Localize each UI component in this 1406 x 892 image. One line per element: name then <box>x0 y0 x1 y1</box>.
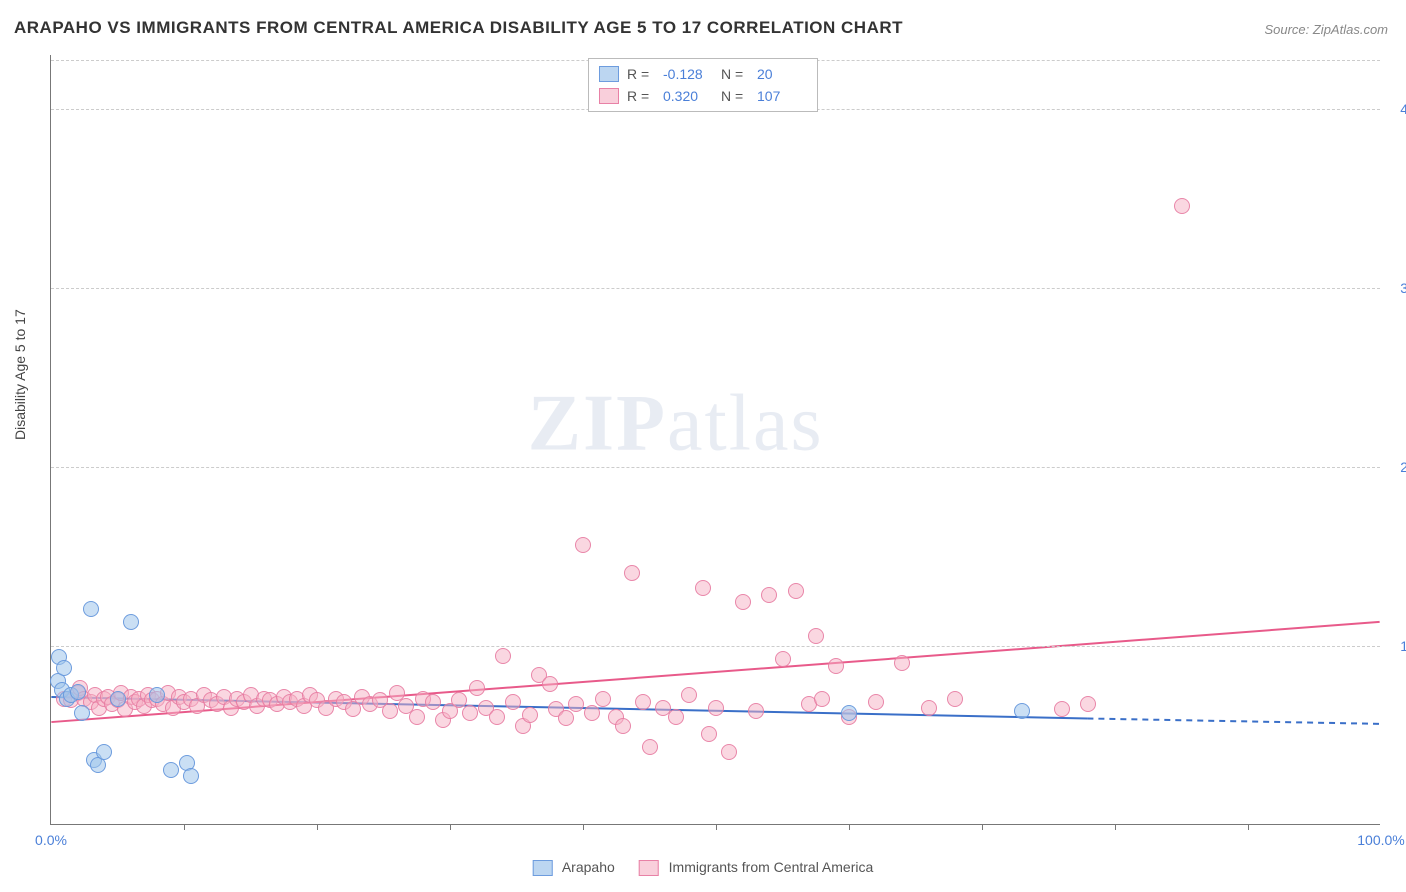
data-point-immigrants <box>425 694 441 710</box>
r-value-immigrants: 0.320 <box>663 88 713 104</box>
data-point-arapaho <box>149 687 165 703</box>
data-point-arapaho <box>110 691 126 707</box>
x-tick-mark <box>450 824 451 830</box>
data-point-immigrants <box>642 739 658 755</box>
x-tick-label: 100.0% <box>1357 832 1404 848</box>
data-point-arapaho <box>56 660 72 676</box>
chart-plot-area: ZIPatlas 10.0%20.0%30.0%40.0%0.0%100.0% <box>50 55 1380 825</box>
gridline <box>51 467 1380 468</box>
data-point-immigrants <box>635 694 651 710</box>
y-tick-label: 40.0% <box>1400 101 1406 117</box>
gridline <box>51 646 1380 647</box>
x-tick-mark <box>583 824 584 830</box>
data-point-arapaho <box>841 705 857 721</box>
y-tick-label: 20.0% <box>1400 459 1406 475</box>
data-point-immigrants <box>1054 701 1070 717</box>
watermark: ZIPatlas <box>528 379 824 470</box>
legend-item-immigrants: Immigrants from Central America <box>639 859 874 876</box>
data-point-arapaho <box>183 768 199 784</box>
data-point-immigrants <box>584 705 600 721</box>
legend-swatch-arapaho <box>533 860 553 876</box>
y-tick-label: 10.0% <box>1400 638 1406 654</box>
data-point-immigrants <box>681 687 697 703</box>
data-point-immigrants <box>701 726 717 742</box>
data-point-arapaho <box>163 762 179 778</box>
data-point-immigrants <box>921 700 937 716</box>
data-point-arapaho <box>70 684 86 700</box>
x-tick-mark <box>317 824 318 830</box>
data-point-immigrants <box>947 691 963 707</box>
data-point-arapaho <box>1014 703 1030 719</box>
legend-swatch-immigrants <box>599 88 619 104</box>
data-point-immigrants <box>409 709 425 725</box>
data-point-immigrants <box>489 709 505 725</box>
data-point-immigrants <box>469 680 485 696</box>
data-point-immigrants <box>828 658 844 674</box>
x-tick-mark <box>184 824 185 830</box>
n-label: N = <box>721 88 749 104</box>
data-point-arapaho <box>74 705 90 721</box>
chart-title: ARAPAHO VS IMMIGRANTS FROM CENTRAL AMERI… <box>14 18 903 38</box>
data-point-immigrants <box>868 694 884 710</box>
data-point-immigrants <box>788 583 804 599</box>
data-point-immigrants <box>708 700 724 716</box>
data-point-immigrants <box>575 537 591 553</box>
legend-label-immigrants: Immigrants from Central America <box>669 859 874 875</box>
legend-swatch-arapaho <box>599 66 619 82</box>
n-value-arapaho: 20 <box>757 66 807 82</box>
legend-swatch-immigrants <box>639 860 659 876</box>
data-point-arapaho <box>123 614 139 630</box>
x-tick-mark <box>1248 824 1249 830</box>
data-point-immigrants <box>808 628 824 644</box>
data-point-arapaho <box>83 601 99 617</box>
data-point-immigrants <box>382 703 398 719</box>
data-point-immigrants <box>775 651 791 667</box>
data-point-immigrants <box>748 703 764 719</box>
data-point-immigrants <box>668 709 684 725</box>
correlation-legend: R = -0.128 N = 20 R = 0.320 N = 107 <box>588 58 818 112</box>
y-tick-label: 30.0% <box>1400 280 1406 296</box>
x-tick-mark <box>849 824 850 830</box>
data-point-immigrants <box>894 655 910 671</box>
data-point-immigrants <box>1080 696 1096 712</box>
series-legend: Arapaho Immigrants from Central America <box>533 859 874 876</box>
data-point-immigrants <box>542 676 558 692</box>
y-axis-label: Disability Age 5 to 17 <box>12 309 28 440</box>
regression-line-arapaho-extrap <box>1087 718 1379 723</box>
r-label: R = <box>627 66 655 82</box>
data-point-immigrants <box>505 694 521 710</box>
x-tick-label: 0.0% <box>35 832 67 848</box>
source-attribution: Source: ZipAtlas.com <box>1264 22 1388 37</box>
r-value-arapaho: -0.128 <box>663 66 713 82</box>
gridline <box>51 288 1380 289</box>
data-point-arapaho <box>96 744 112 760</box>
data-point-immigrants <box>558 710 574 726</box>
n-value-immigrants: 107 <box>757 88 807 104</box>
n-label: N = <box>721 66 749 82</box>
x-tick-mark <box>716 824 717 830</box>
legend-label-arapaho: Arapaho <box>562 859 615 875</box>
data-point-immigrants <box>568 696 584 712</box>
legend-item-arapaho: Arapaho <box>533 859 615 876</box>
r-label: R = <box>627 88 655 104</box>
data-point-immigrants <box>761 587 777 603</box>
data-point-immigrants <box>615 718 631 734</box>
data-point-immigrants <box>624 565 640 581</box>
data-point-immigrants <box>595 691 611 707</box>
data-point-immigrants <box>721 744 737 760</box>
data-point-immigrants <box>462 705 478 721</box>
data-point-immigrants <box>1174 198 1190 214</box>
data-point-immigrants <box>522 707 538 723</box>
data-point-immigrants <box>735 594 751 610</box>
x-tick-mark <box>982 824 983 830</box>
data-point-immigrants <box>695 580 711 596</box>
data-point-immigrants <box>814 691 830 707</box>
data-point-immigrants <box>495 648 511 664</box>
x-tick-mark <box>1115 824 1116 830</box>
